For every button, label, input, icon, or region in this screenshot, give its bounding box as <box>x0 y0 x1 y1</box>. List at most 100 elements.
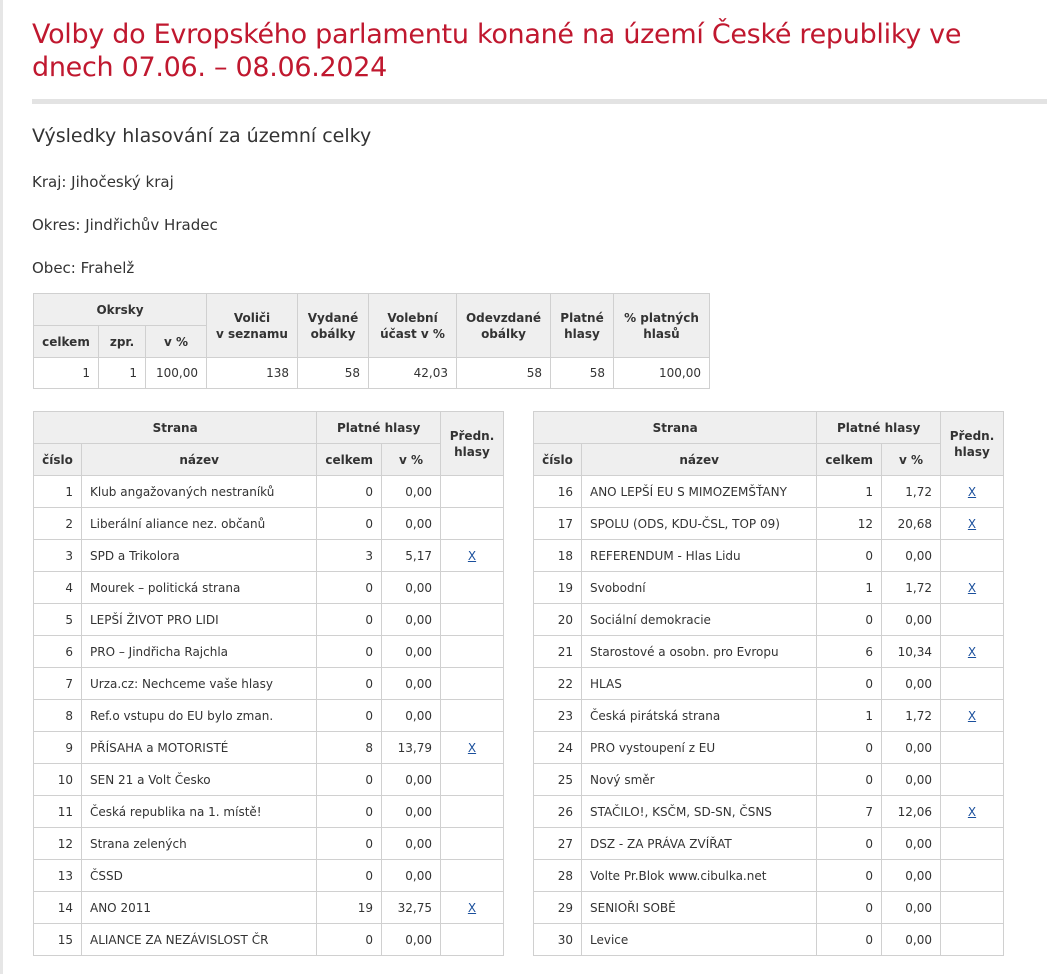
header-okrsky-pct: v % <box>145 325 207 358</box>
preferential-votes-link[interactable]: X <box>967 708 977 723</box>
preferential-votes-cell <box>940 859 1004 892</box>
party-number: 26 <box>533 795 582 828</box>
party-number: 25 <box>533 763 582 796</box>
ucast: 42,03 <box>368 357 457 389</box>
party-votes: 0 <box>316 859 382 892</box>
preferential-votes-cell <box>940 603 1004 636</box>
party-name: SENIOŘI SOBĚ <box>580 891 818 924</box>
party-name: Volte Pr.Blok www.cibulka.net <box>580 859 818 892</box>
party-number: 21 <box>533 635 582 668</box>
party-votes: 1 <box>816 475 882 508</box>
party-row: 26 STAČILO!, KSČM, SD-SN, ČSNS 7 12,06 X <box>533 795 1004 828</box>
header-platne-hlasy: Platné hlasy <box>316 411 441 444</box>
party-row: 9 PŘÍSAHA a MOTORISTÉ 8 13,79 X <box>33 731 504 764</box>
party-votes: 0 <box>316 763 382 796</box>
party-name: ANO LEPŠÍ EU S MIMOZEMŠŤANY <box>580 475 818 508</box>
party-name: PRO vystoupení z EU <box>580 731 818 764</box>
header-celkem: celkem <box>316 443 382 476</box>
party-votes: 19 <box>316 891 382 924</box>
party-number: 15 <box>33 923 82 956</box>
party-row: 10 SEN 21 a Volt Česko 0 0,00 <box>33 763 504 796</box>
preferential-votes-cell: X <box>940 795 1004 828</box>
header-platne-hlasy: Platné hlasy <box>816 411 941 444</box>
party-name: Strana zelených <box>80 827 318 860</box>
preferential-votes-link[interactable]: X <box>967 644 977 659</box>
volici: 138 <box>206 357 298 389</box>
party-number: 2 <box>33 507 82 540</box>
party-row: 30 Levice 0 0,00 <box>533 923 1004 956</box>
party-pct: 0,00 <box>381 859 441 892</box>
preferential-votes-cell <box>940 731 1004 764</box>
party-name: ČSSD <box>80 859 318 892</box>
preferential-votes-cell <box>440 507 504 540</box>
party-number: 29 <box>533 891 582 924</box>
party-number: 9 <box>33 731 82 764</box>
party-votes: 6 <box>816 635 882 668</box>
preferential-votes-link[interactable]: X <box>467 900 477 915</box>
party-number: 5 <box>33 603 82 636</box>
party-row: 4 Mourek – politická strana 0 0,00 <box>33 571 504 604</box>
party-name: SPOLU (ODS, KDU-ČSL, TOP 09) <box>580 507 818 540</box>
party-votes: 0 <box>816 891 882 924</box>
party-votes: 0 <box>316 667 382 700</box>
preferential-votes-cell: X <box>440 731 504 764</box>
preferential-votes-cell <box>440 923 504 956</box>
party-row: 29 SENIOŘI SOBĚ 0 0,00 <box>533 891 1004 924</box>
party-number: 7 <box>33 667 82 700</box>
preferential-votes-cell <box>940 827 1004 860</box>
preferential-votes-link[interactable]: X <box>467 740 477 755</box>
party-pct: 0,00 <box>881 667 941 700</box>
party-votes: 0 <box>816 923 882 956</box>
party-number: 24 <box>533 731 582 764</box>
header-okrsky-zpr: zpr. <box>98 325 146 358</box>
preferential-votes-link[interactable]: X <box>467 548 477 563</box>
header-predn-hlasy: Předn. hlasy <box>440 411 504 476</box>
parties-table-right: Strana Platné hlasy Předn. hlasy číslo název c… <box>532 411 1004 956</box>
party-votes: 0 <box>316 795 382 828</box>
party-pct: 0,00 <box>881 827 941 860</box>
party-number: 17 <box>533 507 582 540</box>
preferential-votes-link[interactable]: X <box>967 804 977 819</box>
header-strana: Strana <box>32 411 318 444</box>
preferential-votes-cell: X <box>440 539 504 572</box>
header-cislo: číslo <box>533 443 582 476</box>
party-number: 6 <box>33 635 82 668</box>
party-pct: 5,17 <box>381 539 441 572</box>
party-votes: 0 <box>816 539 882 572</box>
party-pct: 0,00 <box>881 763 941 796</box>
page-subtitle: Výsledky hlasování za územní celky <box>32 125 372 147</box>
party-name: Česká pirátská strana <box>580 699 818 732</box>
preferential-votes-cell <box>940 539 1004 572</box>
header-strana: Strana <box>532 411 818 444</box>
header-platne: Platné hlasy <box>550 293 614 358</box>
preferential-votes-cell: X <box>940 699 1004 732</box>
summary-table: Okrsky Voliči v seznamu Vydané obálky Vole… <box>33 293 710 389</box>
preferential-votes-cell: X <box>440 891 504 924</box>
party-name: Nový směr <box>580 763 818 796</box>
party-pct: 0,00 <box>881 923 941 956</box>
party-number: 14 <box>33 891 82 924</box>
preferential-votes-link[interactable]: X <box>967 516 977 531</box>
municipality-label: Obec: Frahelž <box>32 259 135 277</box>
page-title: Volby do Evropského parlamentu konané na… <box>32 19 962 83</box>
party-name: STAČILO!, KSČM, SD-SN, ČSNS <box>580 795 818 828</box>
party-name: Liberální aliance nez. občanů <box>80 507 318 540</box>
preferential-votes-cell: X <box>940 635 1004 668</box>
party-pct: 1,72 <box>881 571 941 604</box>
party-name: SPD a Trikolora <box>80 539 318 572</box>
header-pct: v % <box>381 443 441 476</box>
party-votes: 0 <box>816 827 882 860</box>
party-number: 4 <box>33 571 82 604</box>
party-votes: 1 <box>816 699 882 732</box>
preferential-votes-cell <box>440 667 504 700</box>
preferential-votes-cell <box>440 795 504 828</box>
party-row: 8 Ref.o vstupu do EU bylo zman. 0 0,00 <box>33 699 504 732</box>
preferential-votes-link[interactable]: X <box>967 484 977 499</box>
party-row: 23 Česká pirátská strana 1 1,72 X <box>533 699 1004 732</box>
party-name: REFERENDUM - Hlas Lidu <box>580 539 818 572</box>
header-volici: Voliči v seznamu <box>206 293 298 358</box>
preferential-votes-link[interactable]: X <box>967 580 977 595</box>
party-votes: 3 <box>316 539 382 572</box>
party-name: Klub angažovaných nestraníků <box>80 475 318 508</box>
party-row: 7 Urza.cz: Nechceme vaše hlasy 0 0,00 <box>33 667 504 700</box>
